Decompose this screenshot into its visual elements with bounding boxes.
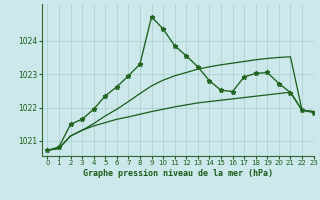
X-axis label: Graphe pression niveau de la mer (hPa): Graphe pression niveau de la mer (hPa)	[83, 169, 273, 178]
